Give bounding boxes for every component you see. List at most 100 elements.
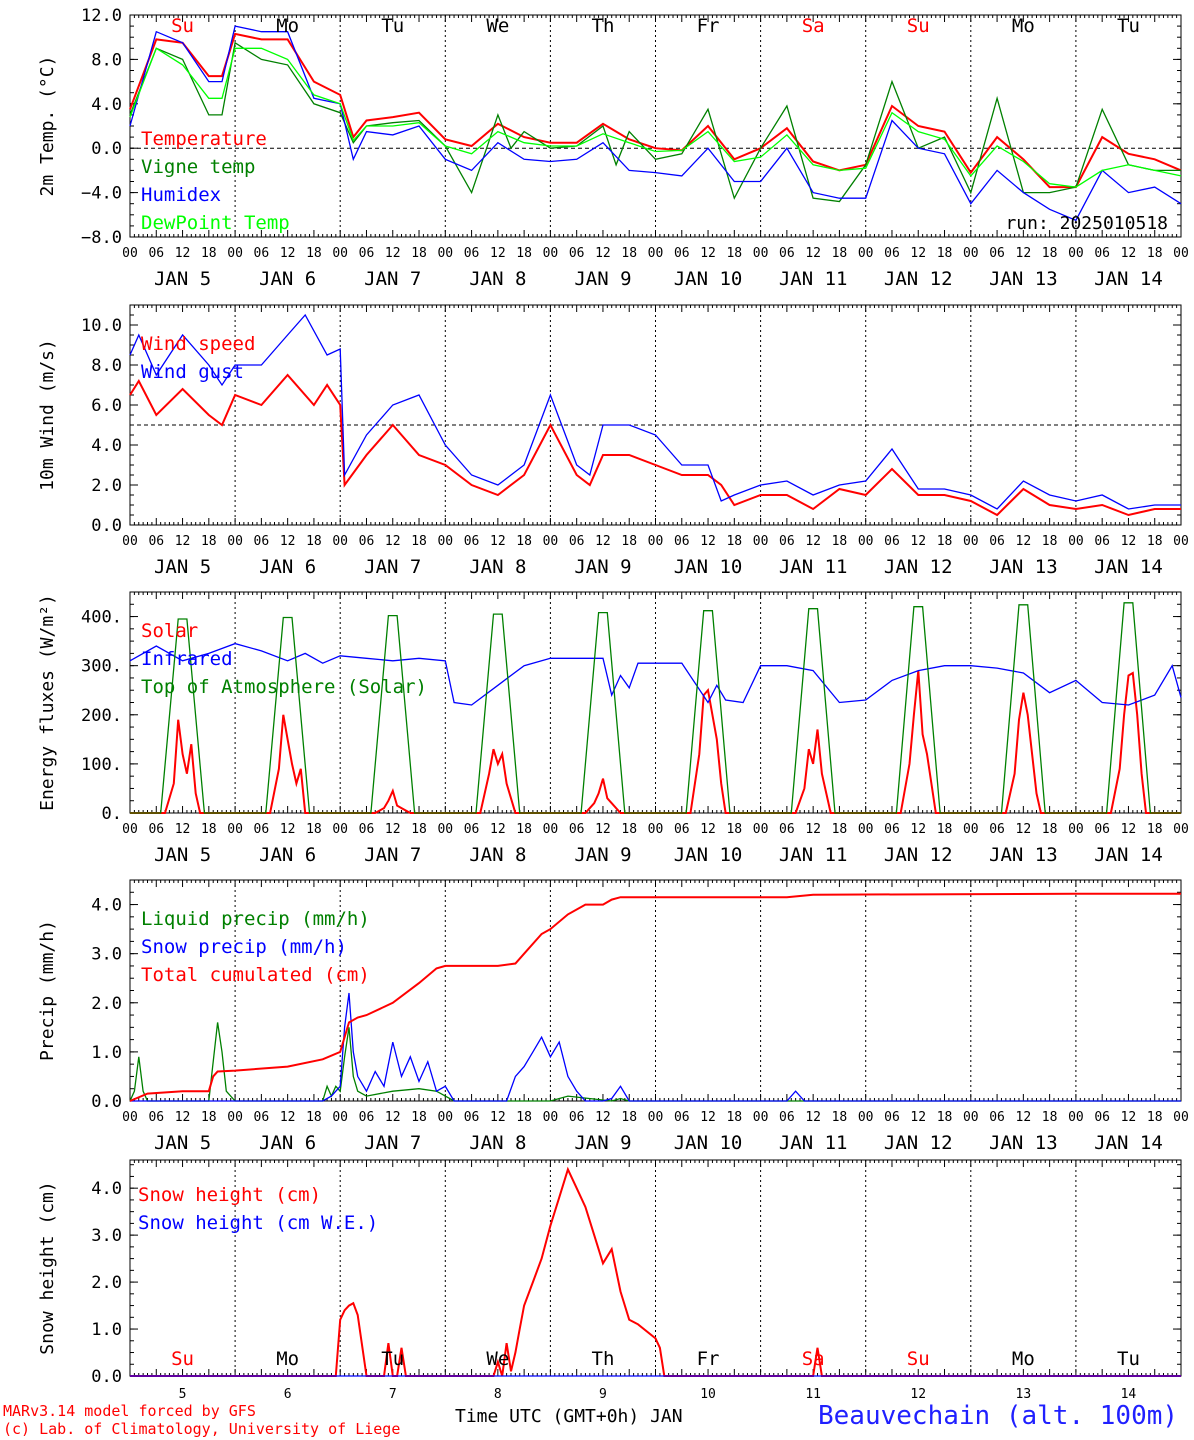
y-tick-label: 200. <box>81 706 122 726</box>
day-name: Fr <box>697 15 720 37</box>
date-label: JAN 5 <box>154 556 211 578</box>
date-label: JAN 11 <box>779 556 848 578</box>
hour-label: 00 <box>437 246 453 261</box>
hour-label: 18 <box>516 246 532 261</box>
y-tick-label: −4.0 <box>81 184 122 204</box>
hour-label: 18 <box>1042 246 1058 261</box>
day-name: We <box>486 15 509 37</box>
hour-label: 18 <box>621 534 637 549</box>
hour-label: 06 <box>779 246 795 261</box>
hour-label: 18 <box>516 822 532 837</box>
y-tick-label: 6.0 <box>91 396 122 416</box>
hour-label: 12 <box>595 1110 611 1125</box>
hour-label: 12 <box>700 822 716 837</box>
hour-label: 00 <box>753 822 769 837</box>
hour-label: 18 <box>832 822 848 837</box>
legend-entry: Liquid precip (mm/h) <box>141 908 370 930</box>
hour-label: 06 <box>148 534 164 549</box>
y-tick-label: 3.0 <box>91 945 122 965</box>
hour-label: 12 <box>385 822 401 837</box>
hour-label: 12 <box>280 822 296 837</box>
date-label: JAN 14 <box>1094 844 1163 866</box>
hour-label: 00 <box>858 822 874 837</box>
hour-label: 12 <box>805 822 821 837</box>
hour-label: 12 <box>1016 534 1032 549</box>
x-axis-title: Time UTC (GMT+0h) JAN <box>455 1406 683 1427</box>
hour-label: 18 <box>1147 822 1163 837</box>
hour-label: 06 <box>359 246 375 261</box>
hour-label: 12 <box>700 246 716 261</box>
date-label: JAN 7 <box>364 268 421 290</box>
hour-label: 06 <box>569 1110 585 1125</box>
day-name: Mo <box>1012 1348 1035 1370</box>
hour-label: 18 <box>306 534 322 549</box>
y-tick-label: 4.0 <box>91 95 122 115</box>
legend-entry: Snow height (cm W.E.) <box>138 1212 378 1234</box>
hour-label: 00 <box>1173 822 1189 837</box>
series-line <box>129 313 1181 510</box>
date-label: JAN 14 <box>1094 556 1163 578</box>
date-label: JAN 5 <box>154 844 211 866</box>
credit-line-2: (c) Lab. of Climatology, University of L… <box>3 1420 401 1438</box>
y-tick-label: 2.0 <box>91 994 122 1014</box>
hour-label: 00 <box>1173 534 1189 549</box>
hour-label: 18 <box>621 822 637 837</box>
hour-label: 12 <box>595 822 611 837</box>
hour-label: 18 <box>726 1110 742 1125</box>
hour-label: 06 <box>359 534 375 549</box>
hour-label: 12 <box>175 822 191 837</box>
hour-label: 12 <box>805 534 821 549</box>
y-tick-label: 4.0 <box>91 436 122 456</box>
date-label: JAN 12 <box>884 268 953 290</box>
date-label: JAN 9 <box>574 1132 631 1154</box>
series-line <box>129 642 1182 706</box>
hour-label: 12 <box>175 246 191 261</box>
hour-label: 06 <box>1094 246 1110 261</box>
hour-label: 06 <box>674 822 690 837</box>
legend-entry: Temperature <box>141 128 267 150</box>
hour-label: 00 <box>753 246 769 261</box>
date-label: JAN 7 <box>364 556 421 578</box>
hour-label: 18 <box>516 1110 532 1125</box>
y-tick-label: 100. <box>81 755 122 775</box>
y-tick-label: 2.0 <box>91 1273 122 1293</box>
hour-label: 18 <box>937 1110 953 1125</box>
hour-label: 00 <box>753 1110 769 1125</box>
hour-label: 06 <box>884 246 900 261</box>
hour-label: 18 <box>1147 534 1163 549</box>
date-label: JAN 8 <box>469 844 526 866</box>
date-label: JAN 8 <box>469 1132 526 1154</box>
hour-label: 06 <box>254 822 270 837</box>
hour-label: 18 <box>516 534 532 549</box>
chart-panel-5: 4.0 3.0 2.0 1.0 0.0 Snow height (cm) Snow heig… <box>37 1159 1182 1402</box>
hour-label: 00 <box>543 1110 559 1125</box>
hour-label: 18 <box>411 246 427 261</box>
credit-line-1: MARv3.14 model forced by GFS <box>3 1402 256 1420</box>
legend-entry: Humidex <box>141 184 221 206</box>
hour-label: 06 <box>254 246 270 261</box>
hour-label: 00 <box>1068 822 1084 837</box>
date-label: JAN 13 <box>989 268 1058 290</box>
hour-label: 00 <box>437 534 453 549</box>
y-tick-label: 4.0 <box>91 1179 122 1199</box>
hour-label: 06 <box>989 1110 1005 1125</box>
hour-label: 12 <box>805 1110 821 1125</box>
hour-label: 12 <box>805 246 821 261</box>
hour-label: 00 <box>858 1110 874 1125</box>
day-name: Su <box>171 15 194 37</box>
hour-label: 18 <box>201 534 217 549</box>
hour-label: 06 <box>1094 822 1110 837</box>
series-line <box>130 992 1181 1102</box>
y-axis-label: 10m Wind (m/s) <box>37 339 58 491</box>
date-label: JAN 14 <box>1094 1132 1163 1154</box>
date-label: JAN 11 <box>779 844 848 866</box>
hour-label: 00 <box>332 1110 348 1125</box>
hour-label: 06 <box>989 246 1005 261</box>
day-number: 9 <box>599 1387 607 1402</box>
date-label: JAN 9 <box>574 844 631 866</box>
series-line <box>129 373 1181 517</box>
date-label: JAN 11 <box>779 268 848 290</box>
hour-label: 06 <box>359 1110 375 1125</box>
day-name: We <box>486 1348 509 1370</box>
series-line <box>129 32 1182 189</box>
